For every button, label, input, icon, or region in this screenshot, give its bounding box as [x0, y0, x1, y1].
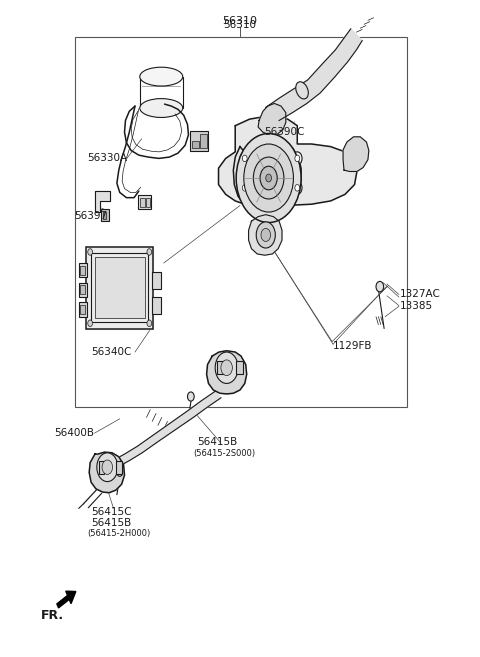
- Polygon shape: [343, 137, 369, 171]
- Polygon shape: [86, 247, 153, 328]
- Polygon shape: [258, 103, 286, 135]
- Bar: [192, 141, 199, 148]
- Circle shape: [292, 152, 302, 165]
- Text: (56415-2H000): (56415-2H000): [87, 530, 151, 539]
- Bar: [86, 247, 153, 328]
- Polygon shape: [206, 351, 247, 394]
- Text: 56415B: 56415B: [197, 438, 237, 447]
- Text: FR.: FR.: [40, 608, 64, 622]
- Polygon shape: [233, 139, 301, 210]
- Text: 13385: 13385: [400, 301, 433, 311]
- Ellipse shape: [140, 67, 183, 86]
- Circle shape: [215, 352, 238, 384]
- Polygon shape: [218, 116, 357, 206]
- Bar: [116, 461, 121, 474]
- Text: 56390C: 56390C: [264, 127, 304, 137]
- Circle shape: [221, 360, 232, 376]
- Ellipse shape: [296, 81, 308, 99]
- Circle shape: [242, 155, 247, 162]
- Circle shape: [102, 460, 113, 474]
- Circle shape: [261, 229, 271, 242]
- Text: 56415B: 56415B: [91, 518, 132, 528]
- Bar: [80, 305, 85, 314]
- Text: 56400B: 56400B: [54, 428, 95, 438]
- Bar: [217, 361, 224, 374]
- Circle shape: [117, 468, 122, 476]
- Polygon shape: [115, 392, 221, 466]
- Circle shape: [97, 453, 118, 482]
- Circle shape: [256, 222, 276, 248]
- Bar: [91, 253, 148, 322]
- Circle shape: [240, 181, 250, 194]
- Circle shape: [88, 249, 93, 255]
- Bar: [236, 361, 243, 374]
- FancyArrow shape: [57, 591, 76, 608]
- Bar: [79, 263, 87, 277]
- Circle shape: [147, 249, 152, 255]
- Bar: [152, 272, 161, 289]
- Bar: [103, 212, 107, 219]
- Text: 56340C: 56340C: [91, 347, 132, 357]
- Circle shape: [242, 185, 247, 191]
- Bar: [101, 210, 109, 221]
- Circle shape: [376, 281, 384, 292]
- Bar: [140, 198, 144, 207]
- Bar: [190, 131, 208, 150]
- Bar: [138, 195, 151, 210]
- Circle shape: [295, 185, 300, 191]
- Text: 56415C: 56415C: [91, 507, 132, 516]
- Text: 56310: 56310: [224, 20, 256, 30]
- Ellipse shape: [140, 99, 183, 118]
- Text: 1129FB: 1129FB: [333, 340, 372, 351]
- Polygon shape: [89, 452, 124, 493]
- Bar: [99, 461, 105, 474]
- Text: 1327AC: 1327AC: [400, 290, 441, 300]
- Circle shape: [266, 174, 272, 182]
- Circle shape: [147, 320, 152, 327]
- Circle shape: [260, 166, 277, 190]
- Bar: [152, 297, 161, 314]
- Text: 56330A: 56330A: [87, 153, 127, 164]
- Bar: [75, 37, 407, 407]
- Bar: [80, 285, 85, 294]
- Text: 56310: 56310: [223, 16, 257, 26]
- Circle shape: [292, 181, 302, 194]
- Circle shape: [244, 144, 293, 212]
- Circle shape: [295, 155, 300, 162]
- Bar: [95, 257, 144, 318]
- Text: (56415-2S000): (56415-2S000): [193, 449, 255, 458]
- Polygon shape: [95, 191, 110, 212]
- Circle shape: [236, 133, 301, 223]
- Bar: [80, 265, 85, 275]
- Bar: [79, 302, 87, 317]
- Bar: [200, 133, 207, 148]
- Bar: [145, 198, 150, 207]
- Circle shape: [253, 157, 284, 199]
- Text: 56397: 56397: [74, 211, 108, 221]
- Bar: [79, 283, 87, 297]
- Circle shape: [240, 152, 250, 165]
- Polygon shape: [266, 29, 362, 120]
- Polygon shape: [249, 215, 282, 255]
- Circle shape: [188, 392, 194, 401]
- Circle shape: [88, 320, 93, 327]
